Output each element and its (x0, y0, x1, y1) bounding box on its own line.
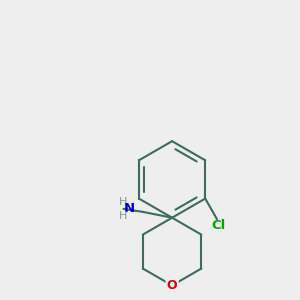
Text: N: N (124, 202, 135, 215)
Text: H: H (119, 211, 128, 221)
Text: H: H (119, 196, 128, 206)
Text: O: O (167, 279, 177, 292)
Text: Cl: Cl (212, 219, 226, 232)
